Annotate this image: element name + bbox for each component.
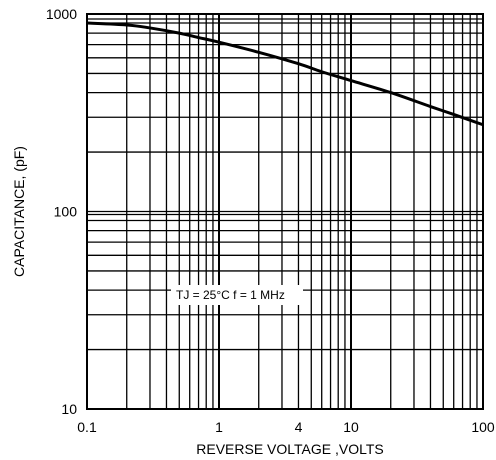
series-layer xyxy=(86,21,484,127)
y-tick-label: 10 xyxy=(61,401,77,417)
x-tick-label: 10 xyxy=(343,419,359,435)
annotation: TJ = 25°C f = 1 MHz xyxy=(171,285,303,305)
x-tick-label: 100 xyxy=(471,419,495,435)
y-tick-label: 1000 xyxy=(46,6,77,22)
plot-frame xyxy=(86,13,484,410)
y-axis-title: CAPACITANCE, (pF) xyxy=(11,146,27,277)
y-tick-labels: 10 100 1000 xyxy=(46,6,77,417)
x-tick-label: 0.1 xyxy=(77,419,97,435)
x-tick-labels: 0.1 1 4 10 100 xyxy=(77,419,495,435)
annotation-background xyxy=(171,285,303,305)
x-tick-label: 1 xyxy=(215,419,223,435)
grid xyxy=(86,14,483,410)
x-axis-title: REVERSE VOLTAGE ,VOLTS xyxy=(196,441,384,457)
capacitance-curve xyxy=(86,21,484,127)
x-tick-label: 4 xyxy=(295,419,303,435)
annotation-text: TJ = 25°C f = 1 MHz xyxy=(176,288,285,302)
y-tick-label: 100 xyxy=(54,204,78,220)
